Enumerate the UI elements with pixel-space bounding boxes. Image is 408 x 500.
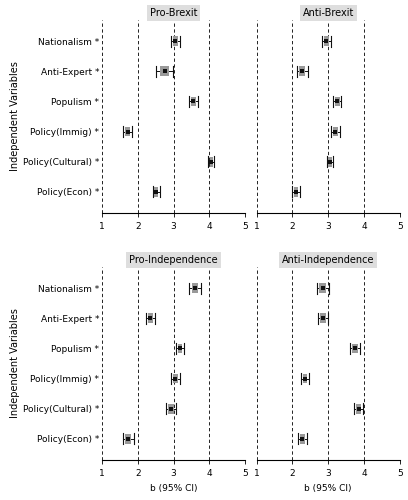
X-axis label: b (95% CI): b (95% CI) — [304, 484, 352, 492]
Bar — [319, 284, 326, 293]
Bar — [177, 344, 182, 353]
Bar — [192, 284, 198, 293]
Bar — [303, 374, 307, 384]
Bar — [168, 404, 173, 413]
Bar — [299, 66, 306, 76]
Bar — [300, 434, 305, 444]
Title: Anti-Brexit: Anti-Brexit — [303, 8, 354, 18]
Bar — [320, 314, 326, 323]
Bar — [324, 36, 329, 46]
Bar — [335, 96, 339, 106]
Bar — [154, 187, 158, 196]
Bar — [191, 96, 196, 106]
Bar — [210, 157, 213, 166]
Y-axis label: Independent Variables: Independent Variables — [10, 62, 20, 172]
Title: Pro-Independence: Pro-Independence — [129, 255, 218, 265]
Title: Anti-Independence: Anti-Independence — [282, 255, 375, 265]
Bar — [160, 66, 169, 76]
Bar — [125, 126, 130, 136]
Title: Pro-Brexit: Pro-Brexit — [150, 8, 197, 18]
X-axis label: b (95% CI): b (95% CI) — [150, 484, 197, 492]
Bar — [148, 314, 153, 323]
Bar — [173, 374, 178, 384]
Bar — [352, 344, 358, 353]
Bar — [125, 434, 131, 444]
Bar — [333, 126, 338, 136]
Bar — [356, 404, 361, 413]
Bar — [173, 36, 178, 46]
Y-axis label: Independent Variables: Independent Variables — [10, 308, 20, 418]
Bar — [328, 157, 332, 166]
Bar — [294, 187, 298, 196]
